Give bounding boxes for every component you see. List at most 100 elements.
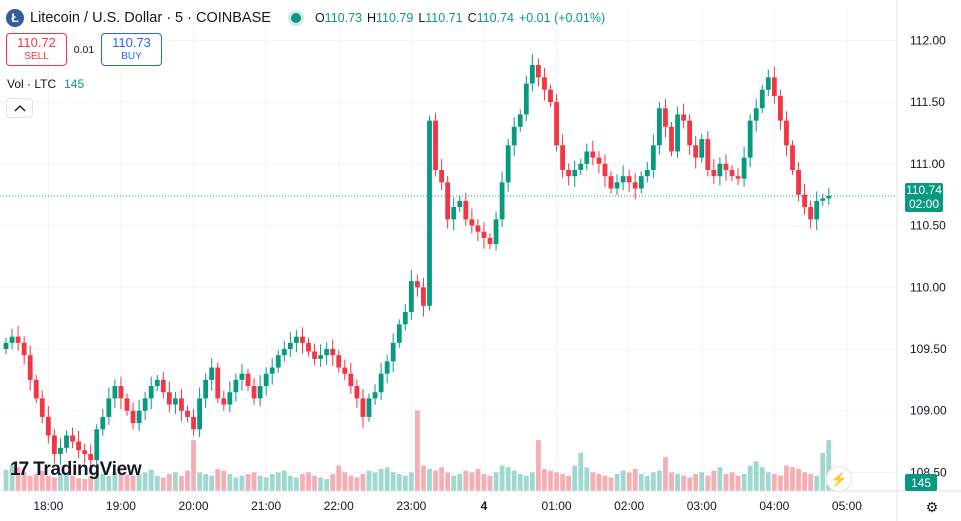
candle-body [342,367,348,374]
volume-bar [197,472,202,491]
candle-body [578,163,584,170]
candle-body [548,89,553,103]
volume-bar [372,472,378,491]
volume-label: Vol · LTC [7,77,57,91]
tradingview-logo[interactable]: 17 TradingView [10,459,142,481]
candle-body [778,95,783,121]
candle-body [112,386,118,399]
volume-bar [58,474,63,491]
candle-body [481,231,487,238]
volume-bar [632,468,638,491]
sell-label: SELL [24,51,49,63]
sell-button[interactable]: 110.72 SELL [6,33,67,66]
volume-bar [112,472,118,491]
time-tick-label: 21:00 [251,499,281,513]
volume-bar [505,467,511,491]
volume-bar [324,479,330,491]
candle-body [741,157,747,179]
candle-body [415,281,420,288]
volume-bar [657,470,662,491]
candle-body [790,145,795,170]
candle-body [15,336,21,343]
candle-body [215,367,221,399]
volume-bar [675,474,680,491]
candle-body [602,163,608,177]
volume-bar [735,475,741,491]
candle-body [554,102,559,146]
buy-button[interactable]: 110.73 BUY [101,33,162,66]
volume-bar [33,474,39,491]
candle-body [106,398,112,417]
gear-icon[interactable]: ⚙ [925,498,939,515]
candle-body [9,336,15,343]
candle-body [657,108,662,146]
candle-body [124,398,130,411]
candle-body [348,373,354,387]
chevron-up-icon [14,105,25,112]
volume-bar [366,470,372,491]
volume-bar [408,472,414,491]
candle-body [294,336,299,343]
candle-body [796,169,801,195]
volume-bar [699,472,705,491]
time-axis[interactable]: 18:00 19:00 20:00 21:00 22:00 23:00 4 01:00 02:0… [0,490,961,513]
price-axis[interactable]: 112.00 111.50 111.00 110.50 110.00 109.50 109.… [896,0,947,521]
volume-bar [185,470,190,491]
volume-bar [45,475,51,491]
candle-body [644,169,650,177]
volume-bar [281,470,287,491]
candle-body [759,89,765,109]
volume-bar [227,474,233,491]
candle-body [402,311,408,325]
candle-body [632,182,638,189]
price-tick-label: 110.50 [910,219,946,233]
candle-body [457,200,463,208]
volume-bar [826,440,832,491]
candle-body [433,120,438,170]
candle-body [251,386,257,399]
volume-bar [820,452,826,491]
candle-body [693,145,699,158]
volume-bar [711,470,717,491]
volume-value: 145 [64,77,85,91]
candle-body [94,429,100,461]
volume-bar [517,474,523,491]
volume-bar [584,467,590,491]
candle-body [560,145,565,170]
volume-bar [160,477,166,491]
volume-bar [481,474,487,491]
volume-bar [3,469,9,491]
candle-body [572,169,578,177]
volume-bar [602,475,608,491]
symbol-title[interactable]: Litecoin / U.S. Dollar · 5 · COINBASE [30,10,271,26]
candle-body [39,398,45,417]
volume-bar [306,472,311,491]
volume-bar [784,465,789,491]
volume-bar [15,467,21,491]
candle-body [82,450,88,454]
buy-label: BUY [121,51,142,63]
low-label: L [418,11,426,25]
volume-bar [378,468,384,491]
volume-bar [463,470,469,491]
candle-body [378,373,384,393]
candle-body [747,120,753,158]
candle-body [203,379,209,399]
candle-body [663,108,668,127]
price-tick-label: 111.50 [910,95,945,109]
candle-body [523,83,529,115]
volume-legend[interactable]: Vol · LTC 145 [7,77,84,91]
tradingview-wordmark: TradingView [33,459,142,480]
collapse-legend-button[interactable] [6,98,33,118]
price-tick-label: 112.00 [910,33,946,47]
candle-body [100,416,106,430]
volume-scale-tag: 145 [905,474,937,491]
volume-bar [233,477,239,491]
high-value: 110.79 [376,11,414,25]
volume-bar [130,475,136,491]
volume-bar [427,468,432,491]
volume-bar [173,472,178,491]
lightning-icon[interactable]: ⚡ [826,466,852,492]
candle-body [675,114,680,152]
